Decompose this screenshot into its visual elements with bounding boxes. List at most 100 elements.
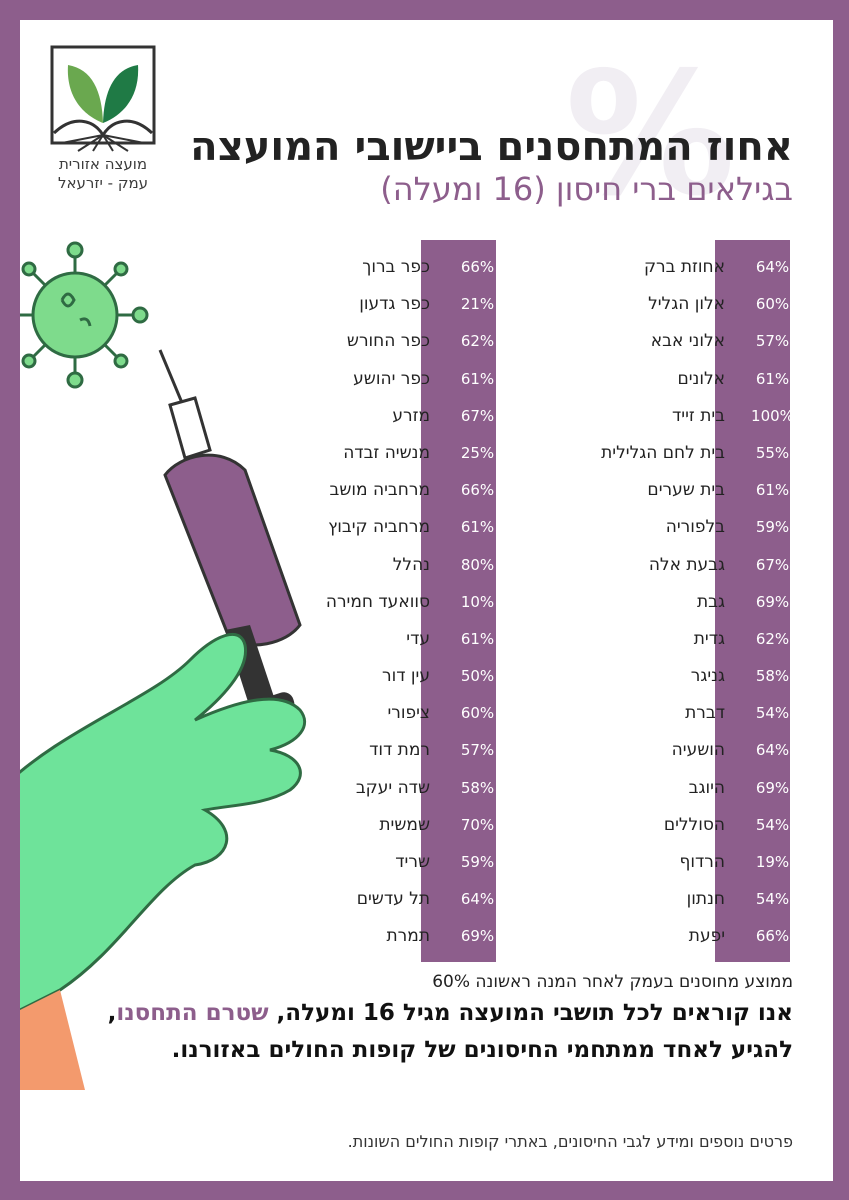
vaccination-percent: 61% (755, 481, 790, 500)
settlement-row: הושעיה 64% (555, 735, 815, 772)
settlement-row: גבת 69% (555, 587, 815, 624)
settlement-name: עדי (406, 628, 430, 649)
council-logo: מועצה אזורית עמק - יזרעאל (48, 45, 158, 200)
settlement-row: כפר ברוך 66% (260, 252, 520, 289)
settlement-name: דברת (685, 703, 725, 724)
settlement-row: שמשית 70% (260, 810, 520, 847)
settlement-name: כפר גדעון (359, 294, 430, 315)
settlement-name: שמשית (379, 814, 430, 835)
settlement-name: מזרע (392, 405, 430, 426)
vaccination-percent: 64% (460, 890, 495, 909)
vaccination-percent: 60% (460, 704, 495, 723)
settlement-name: אלונים (677, 368, 725, 389)
virus-icon (20, 241, 149, 389)
percent-column-right (715, 240, 790, 962)
settlement-row: מרחביה קיבוץ 61% (260, 512, 520, 549)
settlement-row: אלונים 61% (555, 364, 815, 401)
settlement-name: תמרת (386, 926, 431, 947)
settlement-name: יפעת (688, 926, 725, 947)
settlement-row: הסוללים 54% (555, 810, 815, 847)
settlement-name: בלפוריה (665, 517, 725, 538)
settlement-row: בית זייד 100% (555, 401, 815, 438)
vaccination-percent: 21% (460, 295, 495, 314)
vaccination-percent: 55% (755, 443, 790, 462)
vaccination-percent: 50% (460, 667, 495, 686)
settlement-name: ציפורי (387, 703, 430, 724)
vaccination-percent: 10% (460, 592, 495, 611)
settlement-name: היוגב (688, 777, 725, 798)
settlement-name: שדה יעקב (355, 777, 430, 798)
settlement-row: אלון הגליל 60% (555, 289, 815, 326)
vaccination-percent: 62% (460, 332, 495, 351)
settlement-name: שריד (395, 852, 430, 872)
settlement-name: הסוללים (663, 814, 725, 835)
vaccination-percent: 69% (460, 927, 495, 946)
vaccination-percent: 54% (755, 815, 790, 834)
vaccination-percent: 100% (751, 406, 794, 425)
callout-part-1: אנו קוראים לכל תושבי המועצה מגיל 16 ומעל… (268, 1000, 793, 1026)
vaccination-percent: 57% (755, 332, 790, 351)
settlement-name: כפר החורש (346, 331, 430, 352)
settlement-name: אחוזת ברק (643, 257, 725, 277)
settlement-row: סוואעד חמירה 10% (260, 587, 520, 624)
settlement-name: רמת דוד (369, 740, 430, 761)
vaccination-percent: 64% (755, 741, 790, 760)
vaccination-percent: 69% (755, 778, 790, 797)
vaccination-percent: 62% (755, 629, 790, 648)
settlement-row: גניגר 58% (555, 661, 815, 698)
vaccination-percent: 58% (460, 778, 495, 797)
settlement-list-left: כפר ברוך 66% כפר גדעון 21% כפר החורש 62% כפר י… (260, 252, 520, 959)
settlement-row: עדי 61% (260, 624, 520, 661)
settlement-row: בית לחם הגלילית 55% (555, 438, 815, 475)
settlement-name: עין דור (382, 666, 430, 687)
vaccination-percent: 58% (755, 667, 790, 686)
average-vaccination-note: ממוצע מחוסנים בעמק לאחר המנה ראשונה 60% (432, 972, 793, 992)
vaccination-percent: 66% (460, 258, 495, 276)
call-to-action: אנו קוראים לכל תושבי המועצה מגיל 16 ומעל… (73, 995, 793, 1069)
logo-line-1: מועצה אזורית (58, 155, 148, 173)
callout-highlight: שטרם התחסנו (116, 1000, 269, 1026)
callout-part-2: , להגיע לאחד ממתחמי החיסונים של קופות הח… (107, 1000, 793, 1063)
settlement-name: אלון הגליל (648, 294, 725, 315)
settlement-name: תל עדשים (356, 889, 430, 910)
settlement-row: אחוזת ברק 64% (555, 252, 815, 289)
vaccination-percent: 61% (755, 369, 790, 388)
vaccination-percent: 67% (755, 555, 790, 574)
settlement-name: גבעת אלה (648, 554, 725, 575)
settlement-row: חנתון 54% (555, 884, 815, 921)
settlement-name: גבת (696, 591, 725, 612)
settlement-name: מרחביה מושב (329, 480, 430, 501)
settlement-row: שריד 59% (260, 847, 520, 884)
vaccination-percent: 54% (755, 704, 790, 723)
settlement-row: גדית 62% (555, 624, 815, 661)
poster-frame: % מועצה אזורית עמק - יזרעאל אחוז המתחסני… (20, 20, 833, 1181)
vaccination-percent: 57% (460, 741, 495, 760)
settlement-name: בית לחם הגלילית (601, 442, 725, 463)
percent-column-left (421, 240, 496, 962)
vaccination-percent: 69% (755, 592, 790, 611)
vaccination-percent: 59% (460, 853, 495, 871)
settlement-row: מרחביה מושב 66% (260, 475, 520, 512)
footnote: פרטים נוספים ומידע לגבי החיסונים, באתרי … (347, 1132, 793, 1151)
green-glove-icon (20, 632, 307, 1090)
vaccination-percent: 59% (755, 518, 790, 537)
settlement-name: מנשיה זבדה (343, 442, 430, 463)
hand-syringe-illustration (20, 241, 307, 1090)
vaccination-percent: 64% (755, 258, 790, 276)
settlement-name: הושעיה (671, 740, 725, 761)
settlement-name: גדית (693, 628, 725, 649)
settlement-name: בית שערים (647, 480, 725, 501)
settlement-name: כפר יהושע (353, 368, 430, 389)
settlement-row: תמרת 69% (260, 921, 520, 958)
settlement-row: אלוני אבא 57% (555, 326, 815, 363)
background-percent-symbol: % (565, 36, 736, 234)
vaccination-percent: 70% (460, 815, 495, 834)
settlement-row: נהלל 80% (260, 550, 520, 587)
settlement-row: מנשיה זבדה 25% (260, 438, 520, 475)
settlement-row: רמת דוד 57% (260, 735, 520, 772)
settlement-row: שדה יעקב 58% (260, 773, 520, 810)
settlement-name: נהלל (392, 554, 430, 575)
settlement-row: עין דור 50% (260, 661, 520, 698)
vaccination-percent: 19% (755, 853, 790, 871)
vaccination-percent: 61% (460, 629, 495, 648)
